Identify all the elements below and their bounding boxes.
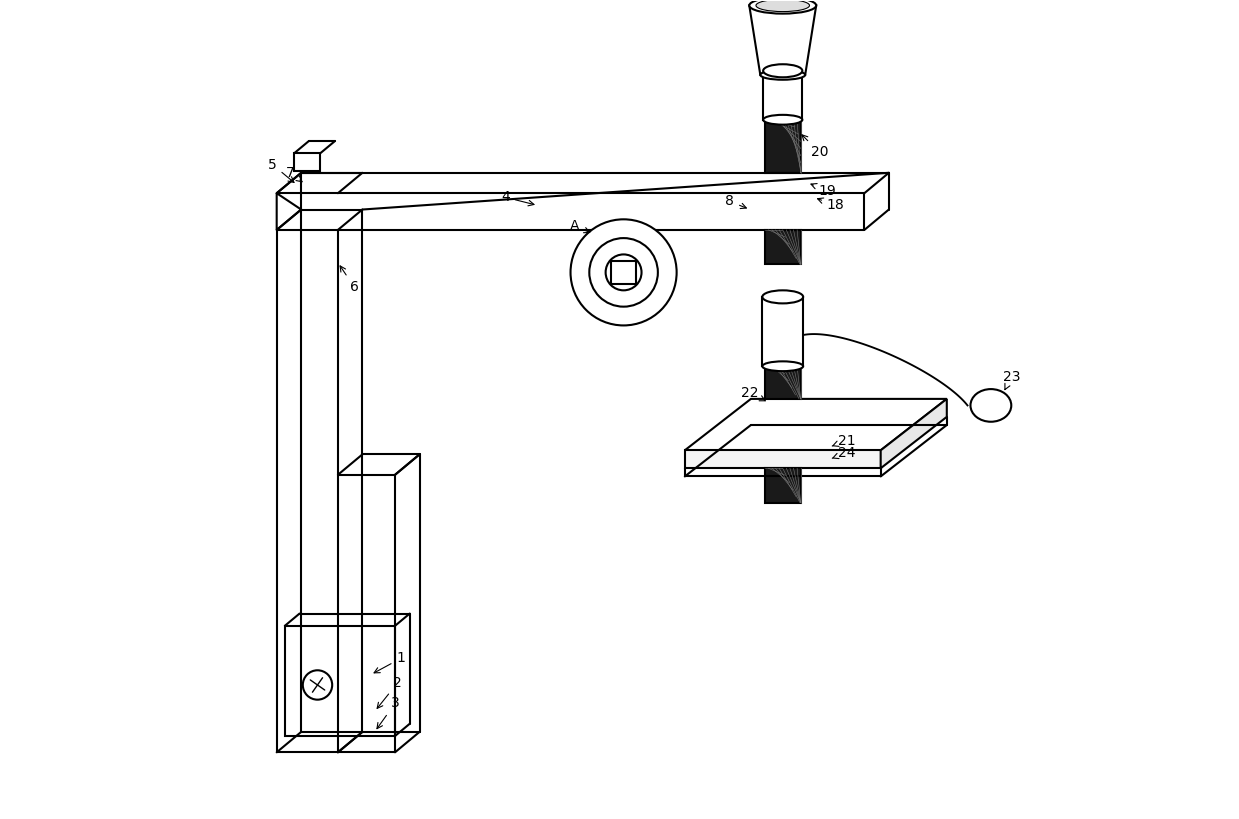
Polygon shape	[762, 296, 803, 366]
Polygon shape	[685, 450, 881, 468]
Ellipse shape	[761, 70, 805, 79]
Polygon shape	[685, 399, 947, 450]
Text: 19: 19	[812, 183, 836, 197]
Text: 21: 21	[833, 433, 855, 447]
Ellipse shape	[762, 290, 803, 303]
Bar	[764, 230, 800, 265]
Polygon shape	[881, 399, 947, 468]
Ellipse shape	[756, 0, 809, 11]
Circle shape	[590, 238, 658, 306]
Text: 7: 7	[286, 165, 302, 182]
Ellipse shape	[970, 389, 1011, 422]
Bar	[294, 153, 321, 171]
Text: 5: 5	[268, 157, 294, 183]
Ellipse shape	[750, 0, 817, 14]
Polygon shape	[750, 6, 817, 75]
Bar	[764, 120, 800, 173]
Text: 22: 22	[741, 387, 766, 400]
Ellipse shape	[763, 115, 803, 124]
Circle shape	[302, 670, 332, 699]
Bar	[764, 366, 800, 399]
Circle shape	[570, 219, 676, 325]
Circle shape	[606, 255, 642, 290]
Bar	[611, 261, 636, 284]
Text: 2: 2	[377, 676, 401, 708]
Text: 4: 4	[501, 190, 534, 206]
Bar	[285, 626, 395, 736]
Text: 20: 20	[802, 135, 828, 160]
Bar	[764, 468, 800, 503]
Text: 18: 18	[818, 198, 845, 212]
Text: 23: 23	[1002, 370, 1020, 390]
Text: 6: 6	[341, 266, 358, 294]
Ellipse shape	[762, 361, 803, 371]
Text: 24: 24	[833, 446, 855, 459]
Ellipse shape	[763, 64, 803, 77]
Text: 3: 3	[377, 696, 399, 729]
Polygon shape	[763, 70, 803, 120]
Text: 1: 1	[374, 651, 405, 673]
Text: A: A	[570, 219, 590, 233]
Text: 8: 8	[725, 194, 746, 209]
